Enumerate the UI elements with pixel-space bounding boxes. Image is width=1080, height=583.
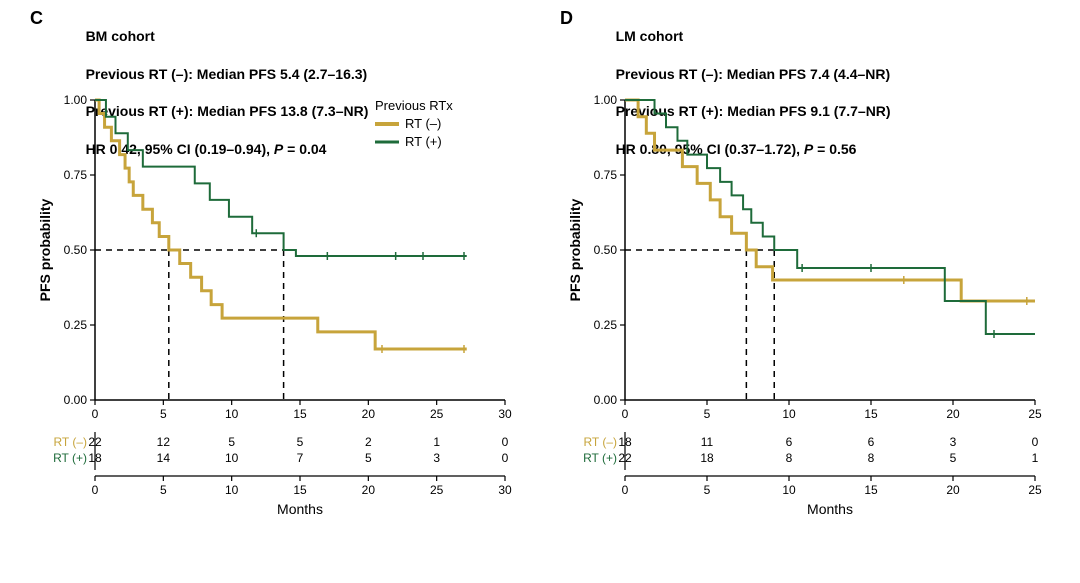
- km-curve-rt-neg: [625, 100, 1035, 301]
- risk-value: 5: [365, 451, 372, 465]
- risk-x-tick-label: 15: [293, 483, 307, 497]
- risk-value: 3: [950, 435, 957, 449]
- risk-value: 22: [618, 451, 632, 465]
- risk-x-tick-label: 30: [498, 483, 512, 497]
- risk-row-label: RT (–): [53, 435, 87, 449]
- risk-row-label: RT (+): [53, 451, 87, 465]
- risk-x-tick-label: 25: [430, 483, 444, 497]
- x-tick-label: 0: [92, 407, 99, 421]
- risk-row-label: RT (–): [583, 435, 617, 449]
- x-tick-label: 5: [704, 407, 711, 421]
- y-tick-label: 0.25: [64, 318, 88, 332]
- legend-title: Previous RTx: [375, 98, 453, 113]
- panel-c: C BM cohort Previous RT (–): Median PFS …: [30, 0, 540, 583]
- risk-x-tick-label: 25: [1028, 483, 1042, 497]
- risk-value: 0: [502, 451, 509, 465]
- risk-value: 0: [502, 435, 509, 449]
- x-tick-label: 10: [225, 407, 239, 421]
- legend-label: RT (–): [405, 116, 441, 131]
- y-axis-label: PFS probability: [37, 198, 53, 301]
- legend-label: RT (+): [405, 134, 442, 149]
- y-tick-label: 0.25: [594, 318, 618, 332]
- risk-value: 14: [157, 451, 171, 465]
- y-axis-label: PFS probability: [567, 198, 583, 301]
- risk-row-label: RT (+): [583, 451, 617, 465]
- risk-x-tick-label: 10: [782, 483, 796, 497]
- risk-x-tick-label: 0: [92, 483, 99, 497]
- x-tick-label: 15: [864, 407, 878, 421]
- risk-value: 7: [297, 451, 304, 465]
- y-tick-label: 1.00: [594, 93, 618, 107]
- risk-value: 5: [228, 435, 235, 449]
- x-axis-label: Months: [277, 501, 323, 517]
- risk-x-tick-label: 0: [622, 483, 629, 497]
- risk-value: 5: [950, 451, 957, 465]
- km-plot-c: 0.000.250.500.751.00051015202530PFS prob…: [30, 0, 540, 583]
- risk-value: 1: [1032, 451, 1039, 465]
- x-tick-label: 20: [362, 407, 376, 421]
- risk-x-tick-label: 5: [160, 483, 167, 497]
- y-tick-label: 0.50: [594, 243, 618, 257]
- x-tick-label: 25: [1028, 407, 1042, 421]
- km-curve-rt-pos: [625, 100, 1035, 334]
- x-tick-label: 5: [160, 407, 167, 421]
- risk-value: 2: [365, 435, 372, 449]
- risk-value: 8: [786, 451, 793, 465]
- risk-x-tick-label: 10: [225, 483, 239, 497]
- risk-value: 6: [786, 435, 793, 449]
- risk-value: 22: [88, 435, 102, 449]
- risk-value: 3: [433, 451, 440, 465]
- risk-x-tick-label: 15: [864, 483, 878, 497]
- risk-value: 18: [88, 451, 102, 465]
- y-tick-label: 0.50: [64, 243, 88, 257]
- x-tick-label: 10: [782, 407, 796, 421]
- y-tick-label: 0.00: [64, 393, 88, 407]
- km-plot-d: 0.000.250.500.751.000510152025PFS probab…: [560, 0, 1070, 583]
- risk-value: 10: [225, 451, 239, 465]
- x-axis-label: Months: [807, 501, 853, 517]
- y-tick-label: 1.00: [64, 93, 88, 107]
- risk-value: 18: [700, 451, 714, 465]
- risk-x-tick-label: 20: [362, 483, 376, 497]
- y-tick-label: 0.75: [64, 168, 88, 182]
- risk-x-tick-label: 5: [704, 483, 711, 497]
- x-tick-label: 15: [293, 407, 307, 421]
- x-tick-label: 20: [946, 407, 960, 421]
- x-tick-label: 0: [622, 407, 629, 421]
- risk-value: 18: [618, 435, 632, 449]
- risk-value: 11: [701, 435, 714, 449]
- y-tick-label: 0.00: [594, 393, 618, 407]
- x-tick-label: 25: [430, 407, 444, 421]
- risk-value: 0: [1032, 435, 1039, 449]
- risk-value: 12: [157, 435, 171, 449]
- risk-x-tick-label: 20: [946, 483, 960, 497]
- risk-value: 1: [433, 435, 440, 449]
- x-tick-label: 30: [498, 407, 512, 421]
- panel-d: D LM cohort Previous RT (–): Median PFS …: [560, 0, 1070, 583]
- y-tick-label: 0.75: [594, 168, 618, 182]
- risk-value: 8: [868, 451, 875, 465]
- risk-value: 5: [297, 435, 304, 449]
- risk-value: 6: [868, 435, 875, 449]
